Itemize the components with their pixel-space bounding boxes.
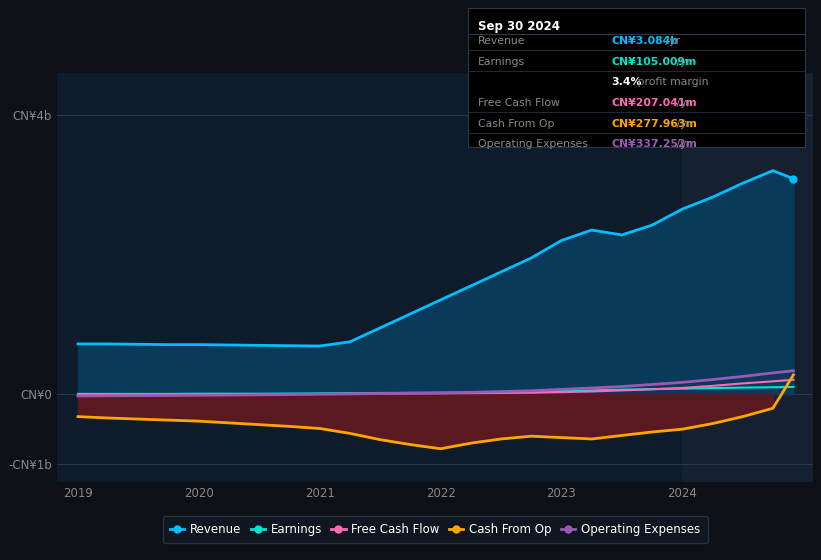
Text: CN¥337.252m: CN¥337.252m [612, 139, 698, 150]
Text: /yr: /yr [662, 36, 680, 46]
Legend: Revenue, Earnings, Free Cash Flow, Cash From Op, Operating Expenses: Revenue, Earnings, Free Cash Flow, Cash … [163, 516, 708, 543]
Text: CN¥277.963m: CN¥277.963m [612, 119, 698, 129]
Text: CN¥3.084b: CN¥3.084b [612, 36, 679, 46]
Text: profit margin: profit margin [634, 77, 709, 87]
Text: Revenue: Revenue [478, 36, 525, 46]
Text: /yr: /yr [673, 119, 691, 129]
Text: Free Cash Flow: Free Cash Flow [478, 98, 560, 108]
Bar [682, 73, 813, 482]
Text: CN¥105.009m: CN¥105.009m [612, 57, 697, 67]
Text: CN¥207.041m: CN¥207.041m [612, 98, 697, 108]
Text: Sep 30 2024: Sep 30 2024 [478, 20, 560, 33]
Text: Operating Expenses: Operating Expenses [478, 139, 588, 150]
Text: /yr: /yr [673, 57, 691, 67]
Text: 3.4%: 3.4% [612, 77, 642, 87]
Text: /yr: /yr [673, 98, 691, 108]
Text: Earnings: Earnings [478, 57, 525, 67]
Text: /yr: /yr [673, 139, 691, 150]
Text: Cash From Op: Cash From Op [478, 119, 554, 129]
